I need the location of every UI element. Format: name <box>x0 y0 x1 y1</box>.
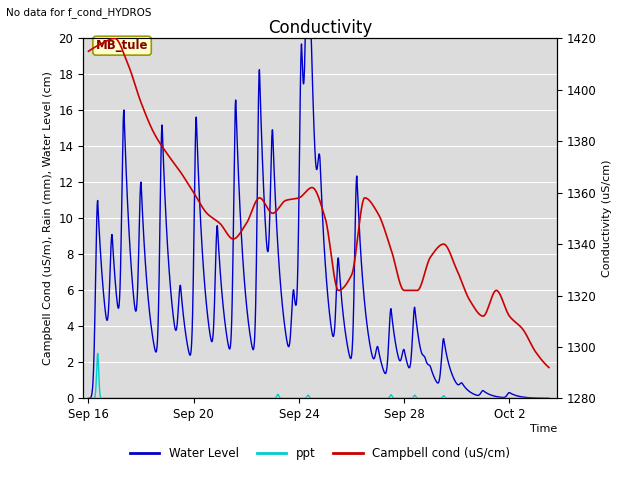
Y-axis label: Campbell Cond (uS/m), Rain (mm), Water Level (cm): Campbell Cond (uS/m), Rain (mm), Water L… <box>43 72 53 365</box>
Y-axis label: Conductivity (uS/cm): Conductivity (uS/cm) <box>602 160 612 277</box>
Legend: Water Level, ppt, Campbell cond (uS/cm): Water Level, ppt, Campbell cond (uS/cm) <box>125 442 515 465</box>
Title: Conductivity: Conductivity <box>268 19 372 37</box>
Text: MB_tule: MB_tule <box>96 39 148 52</box>
Text: No data for f_cond_HYDROS: No data for f_cond_HYDROS <box>6 7 152 18</box>
X-axis label: Time: Time <box>529 423 557 433</box>
